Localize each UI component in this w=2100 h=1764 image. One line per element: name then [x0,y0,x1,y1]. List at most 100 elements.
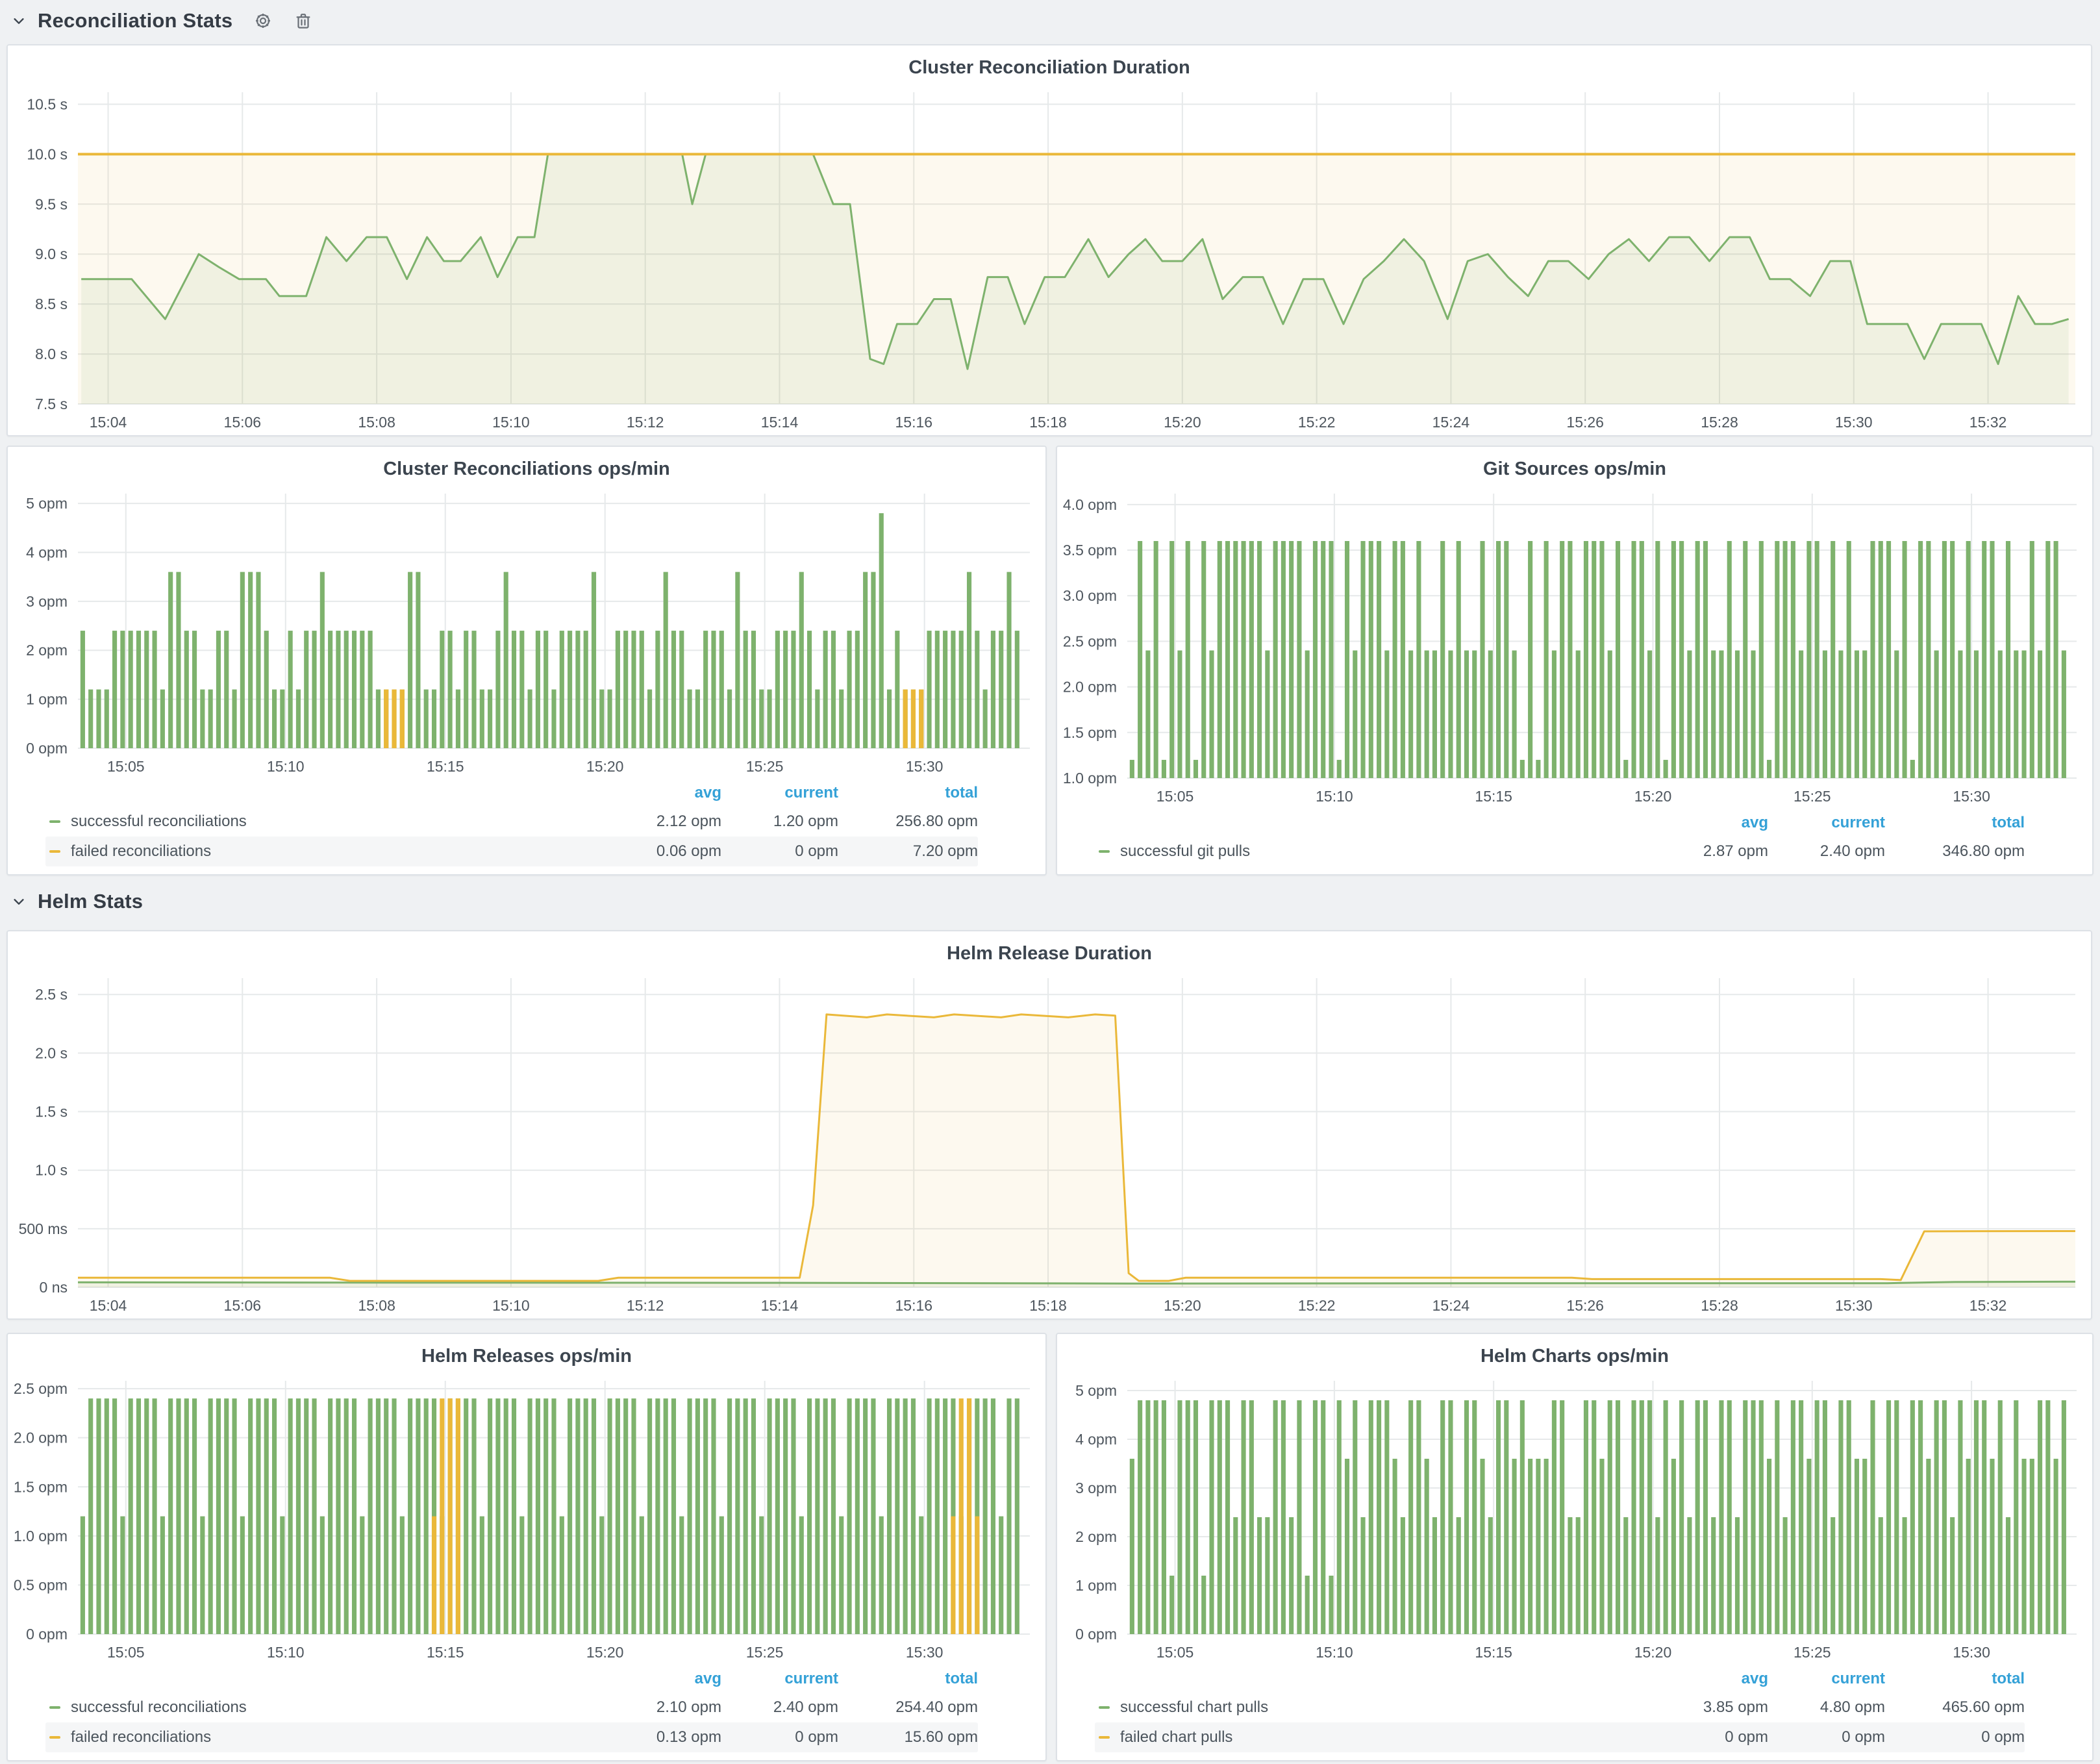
legend-sort-current[interactable]: current [784,784,838,801]
legend-sort-total[interactable]: total [945,1670,978,1687]
svg-text:3.0 opm: 3.0 opm [1063,587,1117,604]
svg-text:15:30: 15:30 [1953,1644,1990,1661]
svg-text:0.5 opm: 0.5 opm [14,1576,68,1593]
legend-sort-avg[interactable]: avg [1741,1670,1768,1687]
panel-title[interactable]: Helm Charts ops/min [1480,1345,1669,1367]
svg-text:5 opm: 5 opm [26,495,68,512]
gear-icon[interactable] [253,11,273,31]
git-sources-opm-chart[interactable]: 1.0 opm 1.5 opm 2.0 opm 2.5 opm 3.0 opm 3.5 o… [1057,485,2092,808]
legend-sort-avg[interactable]: avg [1741,814,1768,831]
legend-series-label[interactable]: successful chart pulls [1095,1698,1658,1717]
svg-text:1.0 opm: 1.0 opm [14,1528,68,1544]
svg-text:500 ms: 500 ms [19,1220,68,1237]
svg-text:15:05: 15:05 [1156,1644,1194,1661]
helm-charts-opm-chart[interactable]: 0 opm 1 opm 2 opm 3 opm 4 opm 5 opm 15:05 15:10… [1057,1372,2092,1664]
svg-text:15:15: 15:15 [1475,1644,1512,1661]
svg-text:15:04: 15:04 [90,1297,127,1314]
legend-series-label[interactable]: failed reconciliations [45,1728,611,1746]
series-color-dash-icon [49,1736,60,1739]
panel-title[interactable]: Helm Release Duration [947,942,1152,964]
svg-text:15:20: 15:20 [1164,1297,1201,1314]
legend-series-label[interactable]: successful git pulls [1095,842,1658,861]
svg-text:15:12: 15:12 [627,1297,664,1314]
legend-sort-avg[interactable]: avg [694,784,721,801]
legend-value-total: 256.80 opm [895,813,978,830]
svg-text:15:25: 15:25 [746,758,784,775]
cluster-reconciliations-opm-chart[interactable]: 0 opm 1 opm 2 opm 3 opm 4 opm 5 opm 15:05 15:10… [8,485,1045,778]
legend-header-row: avg current total [1095,809,2025,837]
legend-value-total: 15.60 opm [904,1728,978,1746]
svg-text:2 opm: 2 opm [26,642,68,659]
svg-text:15:05: 15:05 [1156,788,1194,805]
svg-text:15:18: 15:18 [1029,1297,1067,1314]
svg-text:15:08: 15:08 [358,1297,395,1314]
section-title[interactable]: Reconciliation Stats [38,9,233,32]
legend-sort-avg[interactable]: avg [694,1670,721,1687]
legend-series-label[interactable]: failed chart pulls [1095,1728,1658,1746]
legend-row: successful reconciliations 2.10 opm 2.40 o… [45,1693,978,1722]
legend-value-total: 254.40 opm [895,1698,978,1716]
svg-text:15:30: 15:30 [906,1644,944,1661]
svg-text:1 opm: 1 opm [1075,1577,1117,1594]
legend-sort-total[interactable]: total [1992,814,2025,831]
legend-series-label[interactable]: failed reconciliations [45,842,611,861]
legend-sort-total[interactable]: total [1992,1670,2025,1687]
svg-text:0 opm: 0 opm [26,1626,68,1643]
svg-text:15:15: 15:15 [427,1644,464,1661]
legend-row: failed reconciliations 0.13 opm 0 opm 15.60… [45,1722,978,1752]
svg-text:15:24: 15:24 [1432,1297,1470,1314]
legend-header-row: avg current total [45,779,978,807]
svg-text:15:20: 15:20 [1164,414,1201,431]
svg-text:0 opm: 0 opm [1075,1626,1117,1643]
svg-text:3 opm: 3 opm [1075,1480,1117,1496]
svg-text:15:10: 15:10 [267,758,305,775]
legend-row: successful chart pulls 3.85 opm 4.80 opm 46… [1095,1693,2025,1722]
svg-text:15:28: 15:28 [1701,414,1738,431]
svg-text:15:15: 15:15 [427,758,464,775]
svg-text:15:32: 15:32 [1969,1297,2007,1314]
panel-title[interactable]: Helm Releases ops/min [421,1345,632,1367]
legend-sort-current[interactable]: current [1831,814,1885,831]
legend-sort-current[interactable]: current [1831,1670,1885,1687]
svg-text:10.0 s: 10.0 s [27,145,68,162]
legend-value-avg: 2.87 opm [1703,842,1768,860]
legend-row: successful reconciliations 2.12 opm 1.20 o… [45,807,978,837]
svg-text:15:16: 15:16 [895,1297,932,1314]
helm-release-duration-chart[interactable]: 0 ns 500 ms 1.0 s 1.5 s 2.0 s 2.5 s 15:04 15:06… [8,969,2091,1317]
panel-title[interactable]: Cluster Reconciliations ops/min [383,458,670,479]
panel-title[interactable]: Cluster Reconciliation Duration [908,57,1190,78]
legend-row: failed chart pulls 0 opm 0 opm 0 opm [1095,1722,2025,1752]
chevron-down-icon[interactable] [12,894,26,909]
series-color-dash-icon [49,1706,60,1709]
svg-text:15:20: 15:20 [1634,788,1672,805]
helm-releases-opm-chart[interactable]: 0 opm 0.5 opm 1.0 opm 1.5 opm 2.0 opm 2.5 opm… [8,1372,1045,1664]
legend-sort-current[interactable]: current [784,1670,838,1687]
svg-text:15:18: 15:18 [1029,414,1067,431]
panel-title[interactable]: Git Sources ops/min [1483,458,1666,479]
svg-text:15:05: 15:05 [107,1644,145,1661]
svg-text:15:25: 15:25 [1794,1644,1831,1661]
svg-text:9.0 s: 9.0 s [35,246,68,262]
trash-icon[interactable] [294,11,313,31]
svg-text:15:26: 15:26 [1566,414,1604,431]
legend-value-current: 0 opm [1842,1728,1885,1746]
legend-series-label[interactable]: successful reconciliations [45,1698,611,1717]
legend-header-row: avg current total [1095,1665,2025,1693]
panel-helm-charts-opm: Helm Charts ops/min 0 opm 1 opm 2 opm 3 opm… [1056,1333,2094,1761]
legend-value-current: 2.40 opm [1819,842,1885,860]
legend-sort-total[interactable]: total [945,784,978,801]
legend-value-current: 4.80 opm [1819,1698,1885,1716]
svg-text:0 opm: 0 opm [26,740,68,757]
legend: avg current total successful git pulls 2.87 … [1057,808,2092,870]
legend-series-label[interactable]: successful reconciliations [45,813,611,831]
svg-text:2.0 s: 2.0 s [35,1044,68,1061]
legend-row: successful git pulls 2.87 opm 2.40 opm 346.… [1095,837,2025,866]
section-title[interactable]: Helm Stats [38,890,144,913]
series-color-dash-icon [1099,1736,1110,1739]
svg-text:15:20: 15:20 [586,758,624,775]
legend-value-total: 7.20 opm [912,842,978,860]
svg-text:15:30: 15:30 [1835,414,1873,431]
cluster-reconciliation-duration-chart[interactable]: 7.5 s 8.0 s 8.5 s 9.0 s 9.5 s 10.0 s 10.5 s 15:… [8,83,2091,434]
chevron-down-icon[interactable] [12,14,26,28]
